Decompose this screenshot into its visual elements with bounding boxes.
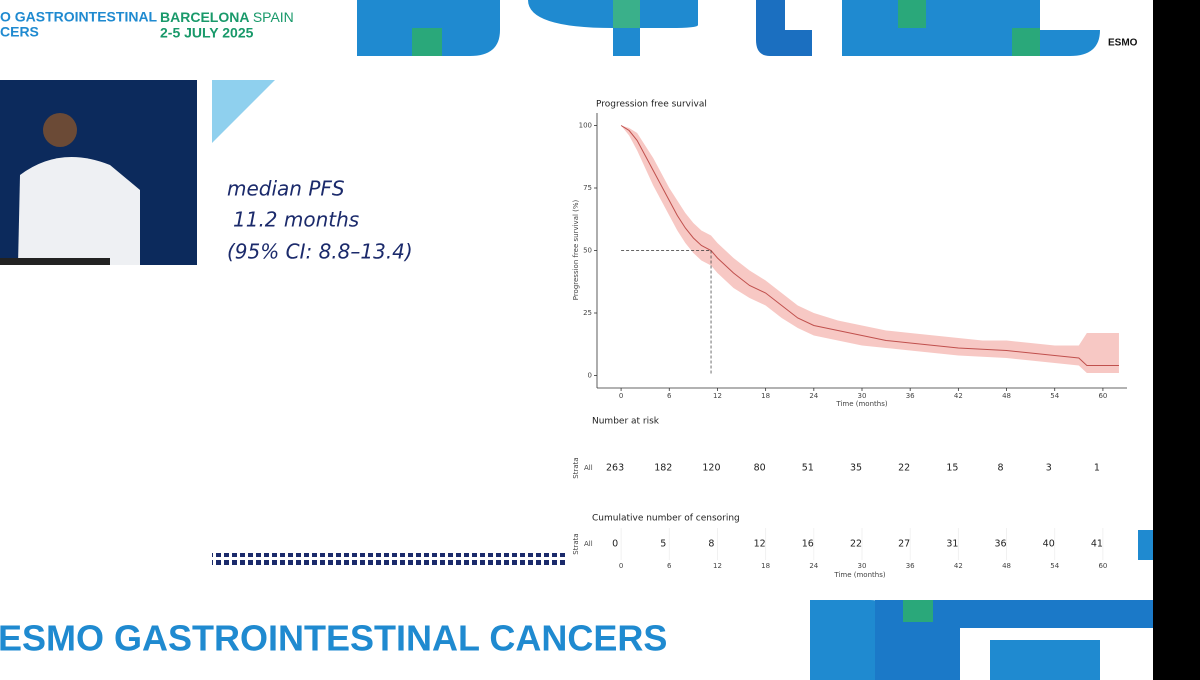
x-axis-label: Time (months) xyxy=(835,400,887,408)
risk-value: 1 xyxy=(1094,463,1100,474)
x-tick-label: 12 xyxy=(713,562,722,570)
censor-value: 27 xyxy=(898,539,910,550)
stratum-label: All xyxy=(584,464,593,472)
x-tick-label: 30 xyxy=(858,392,867,400)
x-tick-label: 36 xyxy=(906,562,915,570)
censor-value: 41 xyxy=(1091,539,1103,550)
y-tick-label: 25 xyxy=(583,309,592,317)
y-tick-label: 75 xyxy=(583,184,592,192)
censor-value: 40 xyxy=(1043,539,1055,550)
risk-value: 22 xyxy=(898,463,910,474)
x-tick-label: 0 xyxy=(619,392,623,400)
header-text: O GASTROINTESTINAL xyxy=(0,9,158,25)
slide-text: 11.2 months xyxy=(233,208,359,232)
header-city: BARCELONA SPAIN xyxy=(160,9,294,25)
x-tick-label: 42 xyxy=(954,562,963,570)
censor-value: 0 xyxy=(612,539,618,550)
header-text: CERS xyxy=(0,24,39,40)
y-tick-label: 0 xyxy=(588,372,592,380)
slide-decor xyxy=(212,80,275,143)
x-tick-label: 48 xyxy=(1002,562,1011,570)
risk-value: 3 xyxy=(1046,463,1052,474)
x-tick-label: 60 xyxy=(1098,562,1107,570)
top-decor xyxy=(357,0,1100,56)
risk-value: 51 xyxy=(802,463,814,474)
risk-value: 15 xyxy=(946,463,958,474)
speaker-video xyxy=(0,80,197,265)
screen-edge xyxy=(1153,0,1200,680)
x-tick-label: 54 xyxy=(1050,562,1059,570)
table-title: Number at risk xyxy=(592,417,660,427)
chart-title: Progression free survival xyxy=(596,100,707,110)
footer-banner: ESMO GASTROINTESTINAL CANCERS xyxy=(0,618,667,659)
slide-text: median PFS xyxy=(227,177,345,201)
x-tick-label: 24 xyxy=(809,392,818,400)
y-axis-label: Progression free survival (%) xyxy=(572,199,580,300)
x-axis-label: Time (months) xyxy=(833,571,885,579)
risk-value: 8 xyxy=(998,463,1004,474)
x-tick-label: 6 xyxy=(667,562,672,570)
x-tick-label: 42 xyxy=(954,392,963,400)
slide-text: (95% CI: 8.8–13.4) xyxy=(227,240,413,264)
country: SPAIN xyxy=(253,9,294,25)
x-tick-label: 30 xyxy=(858,562,867,570)
header-dates: 2-5 JULY 2025 xyxy=(160,25,254,41)
x-tick-label: 36 xyxy=(906,392,915,400)
x-tick-label: 6 xyxy=(667,392,672,400)
table-axis-label: Strata xyxy=(572,533,580,554)
censor-value: 36 xyxy=(994,539,1006,550)
censor-value: 16 xyxy=(802,539,814,550)
censor-value: 22 xyxy=(850,539,862,550)
y-tick-label: 100 xyxy=(579,122,592,130)
confidence-band xyxy=(621,125,1119,373)
x-tick-label: 18 xyxy=(761,392,770,400)
slide-decor xyxy=(212,553,568,568)
risk-value: 120 xyxy=(702,463,720,474)
risk-value: 182 xyxy=(654,463,672,474)
censor-value: 5 xyxy=(660,539,666,550)
risk-value: 80 xyxy=(754,463,766,474)
risk-value: 35 xyxy=(850,463,862,474)
risk-value: 263 xyxy=(606,463,624,474)
bottom-decor xyxy=(810,530,1153,680)
censor-value: 12 xyxy=(754,539,766,550)
x-tick-label: 24 xyxy=(809,562,818,570)
logo: ESMO xyxy=(1108,38,1138,49)
x-tick-label: 48 xyxy=(1002,392,1011,400)
x-tick-label: 18 xyxy=(761,562,770,570)
x-tick-label: 12 xyxy=(713,392,722,400)
x-tick-label: 60 xyxy=(1098,392,1107,400)
survival-line xyxy=(620,125,1119,366)
stratum-label: All xyxy=(584,540,593,548)
city: BARCELONA xyxy=(160,9,249,25)
y-tick-label: 50 xyxy=(583,247,592,255)
x-tick-label: 54 xyxy=(1050,392,1059,400)
x-tick-label: 0 xyxy=(619,562,623,570)
table-axis-label: Strata xyxy=(572,457,580,478)
table-title: Cumulative number of censoring xyxy=(592,514,740,524)
censor-value: 31 xyxy=(946,539,958,550)
censor-value: 8 xyxy=(708,539,714,550)
